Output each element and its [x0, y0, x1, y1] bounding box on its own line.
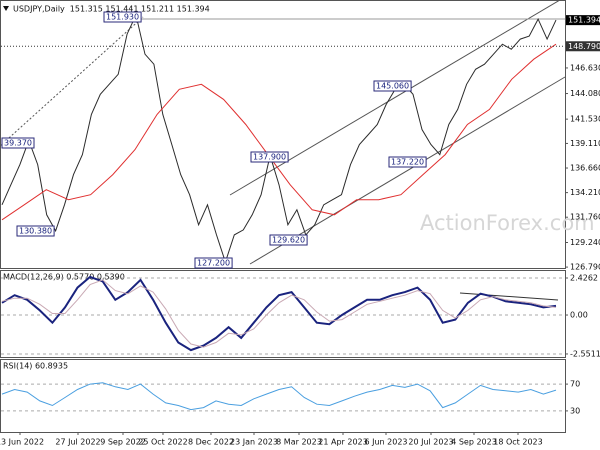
series-line — [1, 43, 557, 221]
trend-line — [0, 16, 144, 147]
last-price-label: 151.394 — [568, 16, 600, 25]
annotation-box — [388, 156, 427, 168]
y-tick-label: 129.240 — [570, 238, 600, 247]
x-tick-label: 25 Oct 2022 — [138, 438, 187, 447]
y-tick-label: 70 — [570, 380, 580, 389]
x-tick-label: 8 Mar 2023 — [276, 438, 322, 447]
x-tick-label: 8 Dec 2022 — [188, 438, 234, 447]
x-tick-label: 18 Oct 2023 — [493, 438, 542, 447]
x-tick-label: 9 Sep 2022 — [100, 438, 146, 447]
x-tick-label: 21 Apr 2023 — [318, 438, 367, 447]
annotation: 127.200 — [197, 259, 230, 268]
annotation: 137.220 — [391, 158, 424, 167]
last-price-box — [566, 15, 600, 26]
annotation: 137.900 — [253, 153, 286, 162]
x-tick-label: 23 Jan 2023 — [230, 438, 278, 447]
annotation-box — [103, 11, 142, 23]
y-tick-label: -2.5511 — [570, 349, 600, 358]
channel-lower — [249, 76, 566, 265]
annotation-box — [373, 80, 412, 92]
x-tick-label: 20 Jul 2023 — [408, 438, 453, 447]
y-tick-label: 131.760 — [570, 213, 600, 222]
y-tick-label: 139.110 — [570, 139, 600, 148]
y-tick-label: 136.660 — [570, 164, 600, 173]
y-tick-label: 141.530 — [570, 115, 600, 124]
series-line — [1, 275, 557, 352]
annotation: 129.620 — [272, 236, 305, 245]
x-tick-label: 13 Jun 2022 — [0, 438, 44, 447]
y-tick-label: 2.4262 — [570, 273, 598, 282]
y-tick-label: 144.080 — [570, 89, 600, 98]
annotation: 145.060 — [376, 82, 409, 91]
series-line — [1, 279, 557, 348]
series-line — [1, 382, 557, 411]
x-tick-label: 6 Jun 2023 — [364, 438, 407, 447]
watermark: ActionForex.com — [420, 211, 595, 235]
y-tick-label: 134.210 — [570, 188, 600, 197]
price-panel — [0, 0, 566, 269]
macd-title: MACD(12,26,9) 0.5770 0.5390 — [3, 273, 125, 282]
chart-title: USDJPY,Daily — [13, 5, 65, 14]
annotation: 39.370 — [4, 139, 32, 148]
macd-trend-line — [459, 292, 559, 301]
series-line — [1, 13, 557, 264]
level-box — [566, 41, 600, 52]
y-tick-label: 0.00 — [570, 311, 588, 320]
y-tick-label: 146.630 — [570, 63, 600, 72]
annotation: 130.380 — [19, 227, 52, 236]
x-tick-label: 27 Jul 2022 — [55, 438, 100, 447]
macd-panel — [0, 270, 566, 358]
chart-subtitle: 151.315 151.441 151.211 151.394 — [70, 5, 210, 14]
menu-arrow[interactable] — [3, 6, 9, 11]
annotation-box — [194, 257, 233, 269]
annotation-box — [250, 151, 289, 163]
y-tick-label: 30 — [570, 406, 580, 415]
y-tick-label: 126.790 — [570, 263, 600, 272]
annotation: 151.930 — [106, 13, 139, 22]
rsi-panel — [0, 359, 566, 433]
rsi-title: RSI(14) 60.8935 — [3, 362, 68, 371]
x-tick-label: 4 Sep 2023 — [451, 438, 497, 447]
annotation-box — [269, 234, 308, 246]
annotation-box — [1, 137, 35, 149]
level-label: 148.790 — [568, 42, 600, 51]
annotation-box — [16, 225, 55, 237]
